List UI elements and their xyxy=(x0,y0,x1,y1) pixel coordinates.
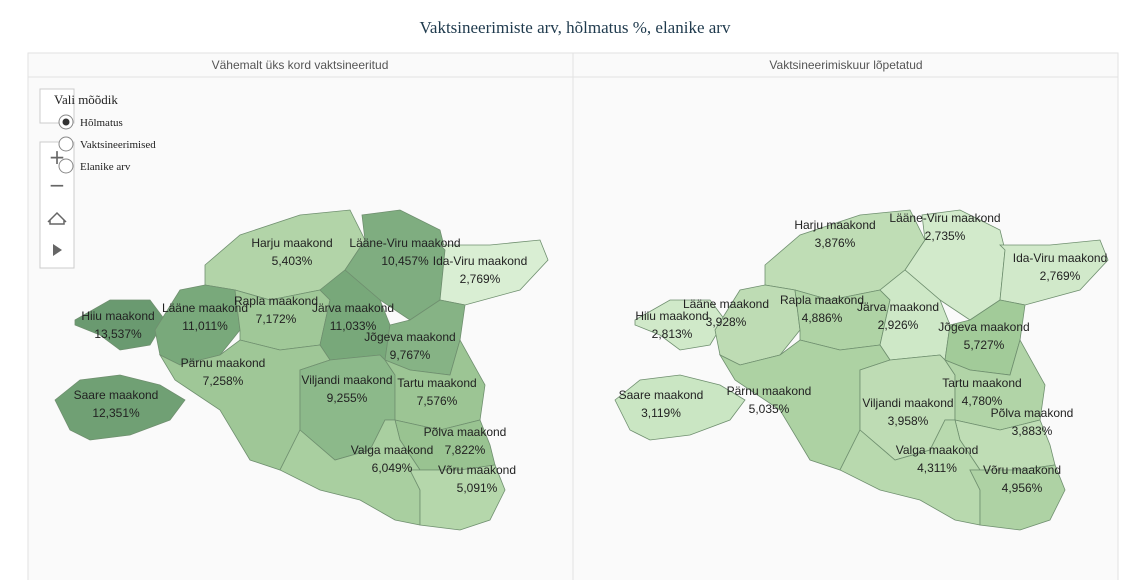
region-name: Võru maakond xyxy=(438,463,516,477)
region-value: 5,091% xyxy=(457,481,498,495)
region-value: 6,049% xyxy=(372,461,413,475)
region-value: 7,172% xyxy=(256,312,297,326)
region-value: 3,876% xyxy=(815,236,856,250)
region-name: Viljandi maakond xyxy=(301,373,392,387)
zoom-out[interactable]: − xyxy=(49,173,66,197)
map: Harju maakond 5,403% Lääne-Viru maakond 10,… xyxy=(54,209,549,531)
region[interactable] xyxy=(439,239,549,306)
region-value: 2,813% xyxy=(652,327,693,341)
region-value: 3,883% xyxy=(1012,424,1053,438)
region-name: Lääne maakond xyxy=(162,301,248,315)
region-name: Rapla maakond xyxy=(234,294,318,308)
region-name: Ida-Viru maakond xyxy=(433,254,528,268)
region[interactable] xyxy=(614,374,746,441)
play-button[interactable] xyxy=(53,244,62,256)
region-name: Tartu maakond xyxy=(397,376,476,390)
region-value: 13,537% xyxy=(94,327,142,341)
region-name: Järva maakond xyxy=(857,300,939,314)
region-value: 11,033% xyxy=(330,319,377,333)
region-name: Lääne-Viru maakond xyxy=(349,236,460,250)
region-name: Rapla maakond xyxy=(780,293,864,307)
region-value: 4,886% xyxy=(802,311,843,325)
region-name: Jõgeva maakond xyxy=(364,330,455,344)
region-name: Lääne-Viru maakond xyxy=(889,211,1000,225)
region-value: 2,735% xyxy=(925,229,966,243)
radio-label[interactable]: Vaktsineerimised xyxy=(80,139,156,151)
region-name: Hiiu maakond xyxy=(635,309,708,323)
region-name: Põlva maakond xyxy=(991,406,1074,420)
region[interactable] xyxy=(409,464,506,531)
region-name: Hiiu maakond xyxy=(81,309,154,323)
radio-group: Hõlmatus Vaktsineerimised Elanike arv xyxy=(58,114,156,174)
map: Harju maakond 3,876% Lääne-Viru maakond 2,7… xyxy=(614,209,1109,531)
region-name: Põlva maakond xyxy=(424,425,507,439)
region-value: 5,727% xyxy=(964,338,1005,352)
title: Vaktsineerimiste arv, hõlmatus %, elanik… xyxy=(420,18,731,37)
region-name: Jõgeva maakond xyxy=(938,320,1029,334)
region-value: 7,822% xyxy=(445,443,486,457)
radio-dot xyxy=(62,118,70,126)
region-name: Valga maakond xyxy=(351,443,434,457)
region-value: 2,926% xyxy=(878,318,919,332)
region-value: 4,956% xyxy=(1002,481,1043,495)
region-name: Tartu maakond xyxy=(942,376,1021,390)
region-value: 3,958% xyxy=(888,414,929,428)
region-value: 11,011% xyxy=(182,319,228,333)
region-name: Viljandi maakond xyxy=(862,396,953,410)
region-value: 12,351% xyxy=(92,406,140,420)
region-value: 5,403% xyxy=(272,254,313,268)
region-value: 3,119% xyxy=(641,406,681,420)
region-name: Pärnu maakond xyxy=(181,356,266,370)
region[interactable] xyxy=(383,338,486,431)
panel-title: Vaktsineerimiskuur lõpetatud xyxy=(769,58,922,72)
region-value: 7,576% xyxy=(417,394,458,408)
region-value: 9,255% xyxy=(327,391,368,405)
region-value: 3,928% xyxy=(706,315,747,329)
region[interactable] xyxy=(54,374,186,441)
radio[interactable] xyxy=(58,158,74,174)
region[interactable] xyxy=(74,299,166,351)
region[interactable] xyxy=(969,464,1066,531)
region-name: Saare maakond xyxy=(74,388,159,402)
region-name: Pärnu maakond xyxy=(727,384,812,398)
maps: Harju maakond 5,403% Lääne-Viru maakond 10,… xyxy=(54,209,1109,531)
region[interactable] xyxy=(634,299,726,351)
panel-title: Vähemalt üks kord vaktsineeritud xyxy=(212,58,389,72)
region[interactable] xyxy=(999,239,1109,306)
region-name: Järva maakond xyxy=(312,301,394,315)
region-value: 4,311% xyxy=(917,461,957,475)
region-name: Võru maakond xyxy=(983,463,1061,477)
region-value: 2,769% xyxy=(1040,269,1081,283)
region-name: Harju maakond xyxy=(794,218,875,232)
home-button[interactable] xyxy=(47,211,67,225)
region-name: Ida-Viru maakond xyxy=(1013,251,1108,265)
radio[interactable] xyxy=(58,136,74,152)
control-label: Vali mõõdik xyxy=(54,92,118,107)
region-value: 7,258% xyxy=(203,374,244,388)
region-name: Saare maakond xyxy=(619,388,704,402)
region-name: Valga maakond xyxy=(896,443,979,457)
region-value: 9,767% xyxy=(390,348,431,362)
radio-label[interactable]: Elanike arv xyxy=(80,161,131,173)
region-value: 2,769% xyxy=(460,272,501,286)
region-name: Lääne maakond xyxy=(683,297,769,311)
region-value: 4,780% xyxy=(962,394,1003,408)
region-name: Harju maakond xyxy=(251,236,332,250)
region-value: 10,457% xyxy=(381,254,429,268)
region-value: 5,035% xyxy=(749,402,790,416)
radio-label[interactable]: Hõlmatus xyxy=(80,117,123,129)
region[interactable] xyxy=(943,338,1046,431)
